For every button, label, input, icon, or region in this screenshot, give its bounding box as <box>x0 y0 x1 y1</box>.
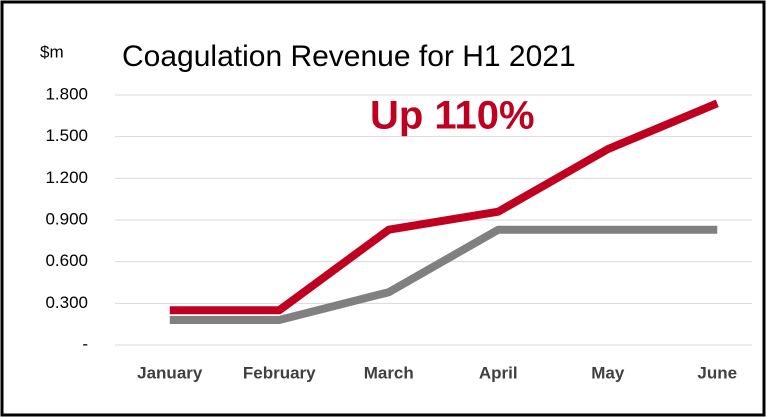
y-tick-label: 0.300 <box>45 293 88 312</box>
x-tick-label: March <box>364 363 414 382</box>
chart-title: Coagulation Revenue for H1 2021 <box>122 40 576 73</box>
y-tick-label: 1.500 <box>45 126 88 145</box>
x-tick-label: January <box>137 363 203 382</box>
x-tick-label: May <box>591 363 625 382</box>
y-tick-label: 1.800 <box>45 84 88 103</box>
line-series <box>169 99 719 315</box>
y-tick-label: 0.600 <box>45 251 88 270</box>
y-tick-label: - <box>82 334 88 353</box>
x-tick-label: February <box>243 363 316 382</box>
y-axis-label: $m <box>40 42 64 61</box>
x-tick-label: June <box>697 363 737 382</box>
y-tick-label: 1.200 <box>45 168 88 187</box>
annotation: Up 110% <box>370 94 535 138</box>
line-series <box>169 225 718 324</box>
y-tick-label: 0.900 <box>45 209 88 228</box>
x-tick-label: April <box>479 363 518 382</box>
